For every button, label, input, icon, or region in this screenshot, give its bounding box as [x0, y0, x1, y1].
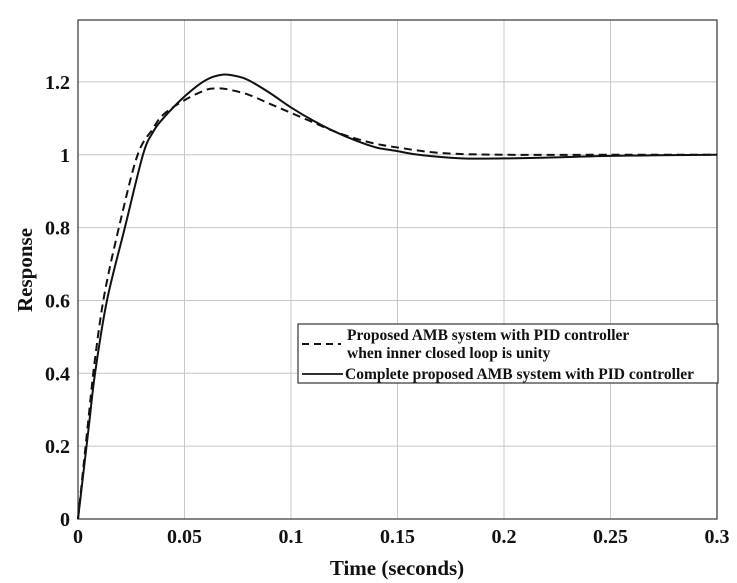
- series-lines: [77, 73, 718, 520]
- x-tick-label: 0.3: [705, 526, 730, 548]
- legend: Proposed AMB system with PID controller …: [297, 323, 719, 384]
- y-axis-label: Response: [13, 228, 37, 312]
- legend-entry-solid: Complete proposed AMB system with PID co…: [345, 366, 694, 383]
- legend-entry-dashed-line2: when inner closed loop is unity: [347, 345, 551, 362]
- series-line-dashed: [77, 87, 717, 520]
- x-tick-label: 0.1: [279, 526, 304, 548]
- y-tick-label: 0.8: [45, 218, 70, 240]
- y-tick-label: 0.6: [45, 290, 70, 312]
- x-tick-label: 0.2: [492, 526, 517, 548]
- x-tick-label: 0: [73, 526, 83, 548]
- y-tick-label: 1.2: [45, 72, 70, 94]
- x-axis-label: Time (seconds): [330, 556, 464, 580]
- grid: [77, 20, 718, 520]
- x-tick-label: 0.25: [593, 526, 628, 548]
- tick-labels: 0 0.05 0.1 0.15 0.2 0.25 0.3 0 0.2 0.4 0.6 0.8 1 1.2: [45, 72, 730, 548]
- plot-frame: [77, 19, 718, 520]
- y-tick-label: 0.2: [45, 436, 70, 458]
- series-line-solid: [77, 73, 718, 520]
- x-tick-label: 0.15: [380, 526, 415, 548]
- y-tick-label: 1: [60, 145, 70, 167]
- legend-box: [297, 323, 719, 384]
- y-tick-label: 0.4: [45, 363, 70, 385]
- y-tick-label: 0: [60, 509, 70, 531]
- legend-entry-dashed-line1: Proposed AMB system with PID controller: [347, 327, 629, 344]
- x-tick-label: 0.05: [167, 526, 202, 548]
